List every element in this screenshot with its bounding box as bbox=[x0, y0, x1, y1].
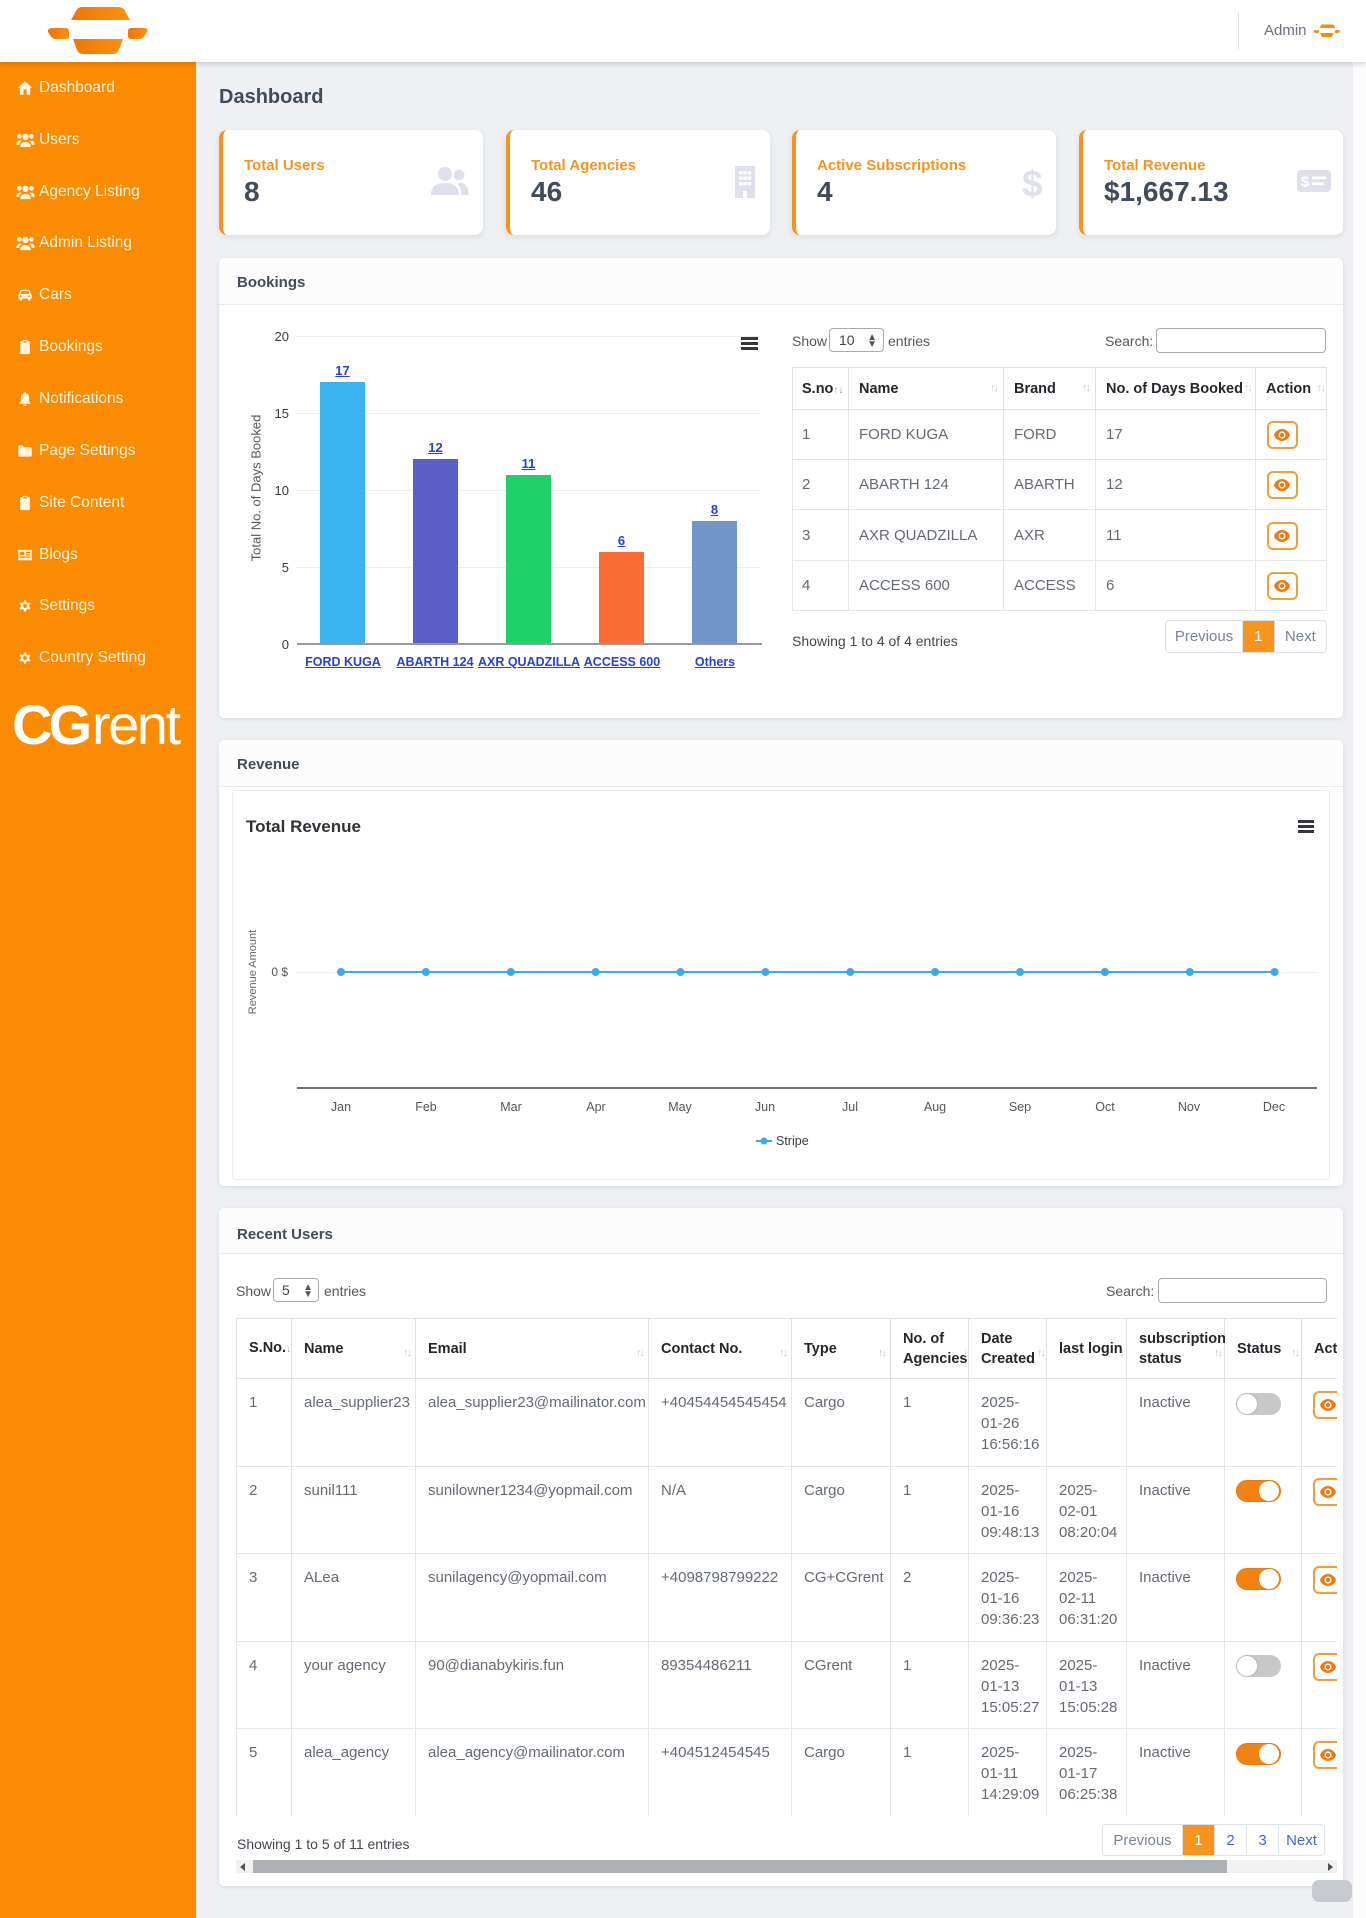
svg-text:$: $ bbox=[1301, 174, 1310, 191]
